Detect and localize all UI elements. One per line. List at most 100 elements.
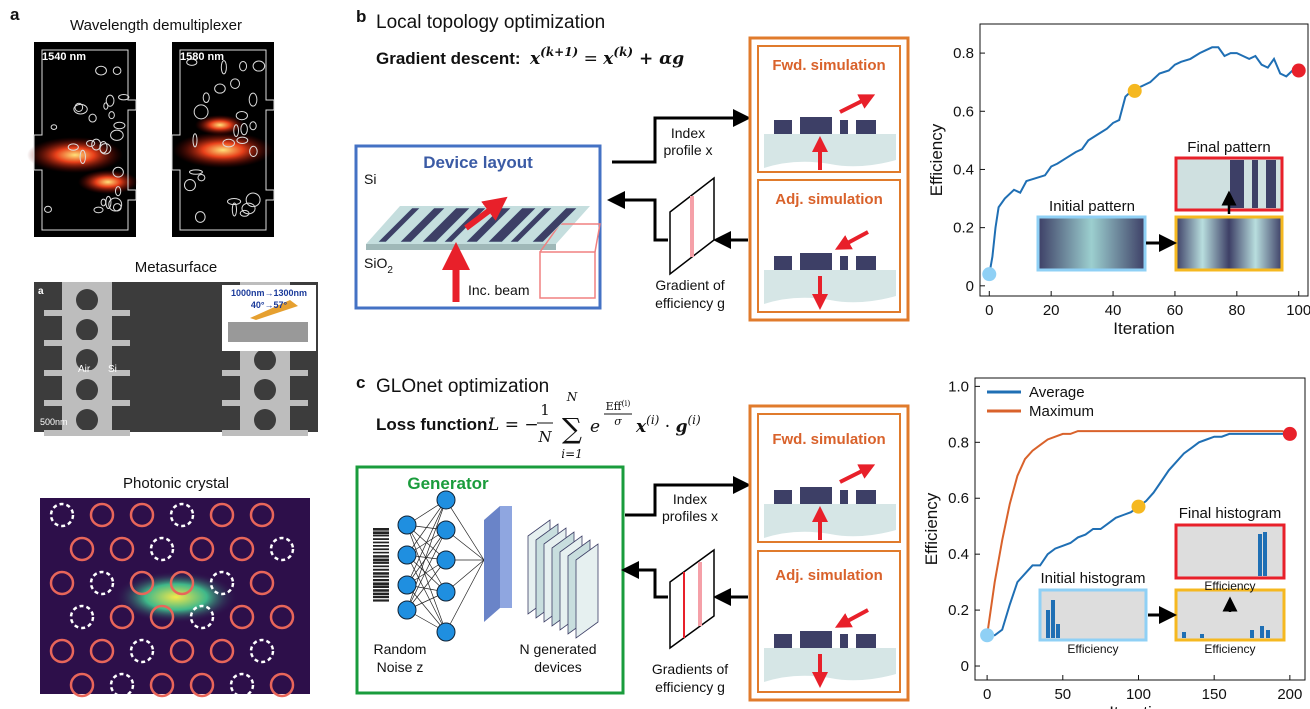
noise-bar: [373, 559, 389, 562]
neuron: [398, 576, 416, 594]
highlight-marker: [1128, 84, 1142, 98]
generator-drawing: [373, 491, 598, 641]
x-tick-label: 100: [1286, 302, 1310, 319]
eq-part: N: [537, 428, 552, 446]
arrow-label: efficiency g: [655, 295, 725, 311]
y-tick-label: 0.8: [953, 45, 974, 62]
noise-bar: [373, 589, 389, 592]
latent-block: [500, 506, 512, 608]
x-tick-label: 80: [1228, 302, 1245, 319]
neuron: [437, 623, 455, 641]
arrow-label: Gradients of: [652, 661, 728, 677]
y-tick-label: 1.0: [948, 378, 969, 395]
x-tick-label: 0: [983, 686, 991, 703]
panel-title: Local topology optimization: [376, 12, 605, 33]
eq-part: (i): [687, 413, 701, 427]
x-tick-label: 100: [1126, 686, 1151, 703]
inset-bar: [1260, 626, 1264, 638]
hole: [254, 409, 276, 431]
arm: [44, 400, 130, 406]
figure: a Wavelength demultiplexer 1540 nm 1580 …: [0, 0, 1310, 709]
eq-part: (k+1): [540, 45, 578, 59]
inset: [1038, 217, 1145, 270]
arrow: [630, 570, 668, 597]
y-tick-label: 0: [961, 658, 969, 675]
neuron: [398, 601, 416, 619]
field: [173, 132, 273, 168]
inset-bar: [1258, 534, 1262, 576]
inset-stripe: [1252, 160, 1258, 208]
material-label: SiO2: [364, 255, 393, 276]
sim-arrow: [840, 98, 868, 112]
y-tick-label: 0.4: [953, 161, 974, 178]
eq-part: (i): [622, 399, 631, 408]
eq-part: i=1: [561, 447, 583, 461]
neuron: [437, 521, 455, 539]
sim-title: Fwd. simulation: [772, 57, 885, 74]
image-label: Air: [78, 364, 91, 375]
noise-bar: [373, 593, 389, 596]
neuron: [437, 491, 455, 509]
noise-bar: [373, 528, 389, 531]
image-label: a: [38, 286, 44, 297]
noise-bar: [373, 586, 389, 588]
legend-label: Average: [1029, 384, 1085, 401]
noise-bar: [373, 548, 389, 550]
x-tick-label: 20: [1043, 302, 1060, 319]
y-tick-label: 0.2: [948, 602, 969, 619]
sim-title: Adj. simulation: [775, 567, 883, 584]
image-title: Wavelength demultiplexer: [70, 17, 242, 34]
highlight-marker: [982, 267, 996, 281]
annotation: Initial pattern: [1049, 198, 1135, 215]
panel-label: b: [356, 7, 366, 26]
material-label: Si: [364, 171, 376, 187]
eq-part: (k): [613, 45, 633, 59]
latent-block: [484, 506, 500, 622]
inset: [1176, 525, 1284, 578]
sim-title: Fwd. simulation: [772, 431, 885, 448]
page: a Wavelength demultiplexer 1540 nm 1580 …: [0, 0, 1310, 709]
neuron: [437, 551, 455, 569]
eq-part: N: [566, 390, 578, 404]
eq-part: ∑: [562, 412, 582, 445]
noise-bar: [373, 538, 389, 540]
y-axis-label: Efficiency: [922, 492, 941, 565]
sim-arrow: [840, 468, 868, 482]
neuron: [398, 516, 416, 534]
arm: [44, 430, 130, 436]
hole: [76, 409, 98, 431]
image-label: 1000nm→1300nm: [231, 288, 307, 298]
image-label: Si: [108, 364, 117, 375]
fwd-sim: [764, 468, 896, 540]
eq-part: Eff: [606, 400, 623, 413]
image-label: 500nm: [40, 417, 68, 427]
annotation: Final pattern: [1187, 139, 1270, 156]
y-tick-label: 0: [966, 278, 974, 295]
y-tick-label: 0.6: [953, 103, 974, 120]
eq-part: g: [676, 417, 688, 437]
noise-bar: [373, 596, 389, 598]
arm: [222, 400, 308, 406]
crystal-image: [40, 498, 310, 696]
inset-bar: [1056, 624, 1060, 638]
inset-bar: [1263, 532, 1267, 576]
sim-drawing: [764, 117, 896, 168]
annotation: Initial histogram: [1040, 570, 1145, 587]
x-tick-label: 40: [1105, 302, 1122, 319]
hole: [254, 349, 276, 371]
highlight-marker: [1292, 64, 1306, 78]
equation-label: Gradient descent:: [376, 49, 521, 68]
eq-part: e: [590, 417, 600, 437]
gradient-plane: [670, 550, 714, 648]
noise-bar: [373, 542, 389, 544]
noise-bar: [373, 531, 389, 534]
arrow-label: Index: [671, 125, 705, 141]
eq-part: σ: [614, 415, 622, 428]
x-tick-label: 0: [985, 302, 993, 319]
neuron: [437, 583, 455, 601]
noise-bar: [373, 599, 389, 601]
x-axis-label: Iteration: [1109, 703, 1170, 709]
eq-part: ·: [659, 417, 675, 437]
arrow-label: efficiency g: [655, 679, 725, 695]
eq-part: 1: [540, 401, 550, 419]
